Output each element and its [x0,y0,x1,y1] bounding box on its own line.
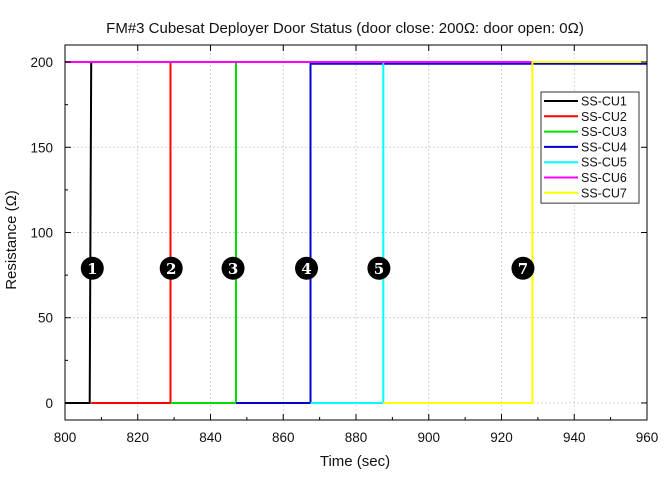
x-tick-label: 900 [417,430,440,445]
y-tick-label: 200 [30,55,53,70]
x-tick-label: 820 [126,430,149,445]
y-tick-label: 0 [45,396,53,411]
annotation-label: 3 [228,260,238,278]
x-tick-label: 960 [636,430,659,445]
annotation-label: 1 [87,260,97,278]
annotations: 1 2 3 4 5 7 [80,256,535,280]
x-tick-label: 880 [345,430,368,445]
annotation-marker [511,256,535,280]
x-tick-label: 800 [54,430,77,445]
series-layer [65,61,647,404]
x-tick-label: 920 [490,430,513,445]
legend-label: SS-CU4 [581,140,627,154]
x-axis-label: Time (sec) [320,453,390,470]
legend-label: SS-CU2 [581,110,627,124]
annotation-marker [367,256,391,280]
series-ss-cu4-line [236,62,647,404]
annotation-label: 5 [374,260,384,278]
series-ss-cu7-line [383,61,647,404]
annotation-label: 4 [301,260,311,278]
annotation-label: 2 [166,260,176,278]
legend-label: SS-CU1 [581,95,627,109]
legend-label: SS-CU5 [581,156,627,170]
y-axis-label: Resistance (Ω) [3,190,20,290]
legend-label: SS-CU3 [581,125,627,139]
x-tick-label: 860 [272,430,295,445]
annotation-label: 7 [518,260,528,278]
chart-title: FM#3 Cubesat Deployer Door Status (door … [106,20,584,37]
legend-label: SS-CU7 [581,186,627,200]
y-tick-label: 100 [30,226,53,241]
annotation-marker [221,256,245,280]
x-tick-label: 840 [199,430,222,445]
y-tick-label: 150 [30,140,53,155]
annotation-marker [159,256,183,280]
axis-ticks: 800 820 840 860 880 900 920 940 960 0 50 100 150 200 [30,45,658,445]
y-tick-label: 50 [38,311,53,326]
x-tick-label: 940 [563,430,586,445]
annotation-marker [295,256,319,280]
annotation-marker [80,256,104,280]
legend-label: SS-CU6 [581,171,627,185]
